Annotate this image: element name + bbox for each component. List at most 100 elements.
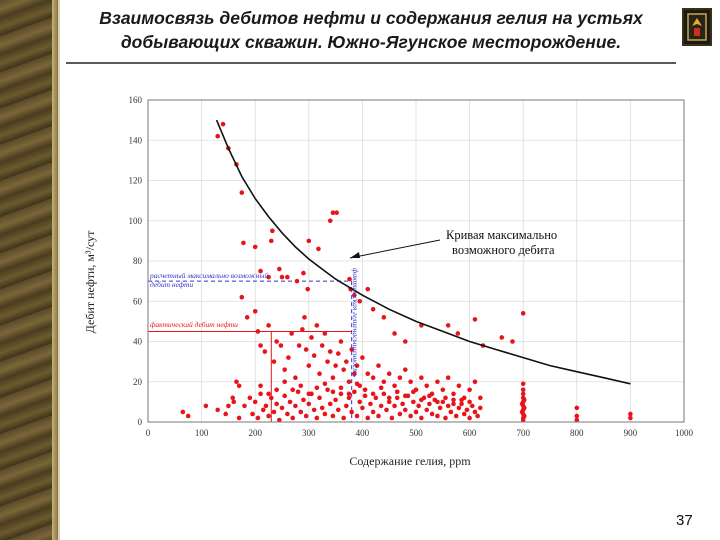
- data-point: [521, 413, 527, 419]
- data-point: [333, 397, 338, 403]
- side-divider: [58, 0, 60, 540]
- data-point: [346, 395, 352, 401]
- data-point: [381, 315, 387, 320]
- curve-label-arrow: [349, 239, 441, 259]
- data-point: [314, 323, 320, 328]
- y-tick-label: 0: [138, 417, 143, 427]
- y-tick-label: 40: [133, 337, 143, 347]
- data-point: [298, 383, 304, 389]
- data-point: [467, 387, 472, 393]
- data-point: [419, 397, 424, 403]
- data-point: [628, 415, 633, 421]
- data-point: [277, 266, 282, 272]
- data-point: [252, 309, 258, 314]
- data-point: [325, 387, 330, 393]
- chart-svg: 0 100 200 300 400 500 600 700 800 900 1000 0 20 40 60…: [70, 82, 708, 482]
- data-point: [271, 359, 277, 364]
- data-point: [440, 387, 446, 393]
- x-tick-label: 1000: [675, 428, 694, 438]
- data-point: [376, 413, 381, 419]
- y-tick-label: 100: [129, 216, 143, 226]
- data-point: [437, 405, 443, 411]
- data-point: [309, 335, 314, 340]
- data-point: [435, 413, 440, 419]
- data-point: [402, 393, 408, 399]
- data-point: [185, 413, 191, 419]
- y-tick-labels: 0 20 40 60 80 100 120 140 160: [129, 95, 143, 427]
- data-point: [327, 218, 333, 224]
- data-point: [360, 405, 365, 411]
- data-point: [445, 323, 451, 328]
- data-point: [266, 391, 271, 397]
- x-axis-label: Содержание гелия, ppm: [349, 454, 471, 468]
- data-point: [322, 381, 328, 387]
- plot-frame: [147, 99, 685, 423]
- data-point: [274, 339, 279, 344]
- data-point: [338, 391, 344, 397]
- data-point: [419, 415, 424, 421]
- data-point: [440, 399, 446, 405]
- data-point: [290, 387, 296, 393]
- data-point: [294, 278, 300, 284]
- data-point: [456, 405, 462, 411]
- data-point: [300, 327, 305, 332]
- data-point: [215, 407, 220, 413]
- data-point: [301, 270, 306, 276]
- data-point: [520, 311, 526, 316]
- data-point: [303, 347, 309, 352]
- data-point: [330, 413, 336, 419]
- data-point: [394, 395, 400, 401]
- max-flow-curve: [215, 119, 631, 385]
- data-point: [239, 190, 245, 195]
- data-point: [461, 411, 467, 417]
- data-point: [316, 246, 321, 252]
- data-point: [397, 375, 403, 381]
- data-point: [435, 379, 440, 385]
- data-point: [370, 307, 376, 312]
- x-tick-label: 600: [463, 428, 477, 438]
- data-point: [282, 393, 287, 399]
- data-point: [520, 381, 526, 387]
- title-line-2: добывающих скважин. Южно-Ягунское местор…: [120, 32, 622, 52]
- x-tick-label: 400: [356, 428, 370, 438]
- data-point: [255, 329, 261, 334]
- data-point: [289, 331, 294, 336]
- data-point: [263, 403, 269, 409]
- curve-label-line-1: Кривая максимально: [446, 228, 557, 242]
- data-point: [295, 389, 301, 395]
- x-tick-label: 700: [516, 428, 530, 438]
- data-point: [519, 401, 525, 407]
- data-point: [386, 399, 392, 405]
- data-point: [255, 415, 261, 421]
- data-point: [365, 286, 371, 292]
- data-point: [413, 409, 419, 415]
- scatter-chart: 0 100 200 300 400 500 600 700 800 900 1000 0 20 40 60…: [70, 82, 708, 482]
- data-point: [445, 375, 451, 381]
- data-point: [258, 343, 263, 348]
- data-point: [402, 407, 408, 413]
- data-point: [352, 389, 357, 395]
- data-point: [453, 413, 459, 419]
- data-point: [357, 298, 363, 304]
- data-point: [306, 238, 312, 244]
- data-point: [352, 292, 357, 298]
- data-point: [574, 413, 580, 419]
- data-point: [467, 415, 472, 421]
- data-point: [445, 403, 451, 409]
- data-point: [472, 317, 478, 322]
- data-point: [464, 407, 470, 413]
- data-point: [277, 417, 282, 423]
- y-tick-label: 20: [133, 377, 143, 387]
- data-point: [448, 409, 454, 415]
- data-point: [334, 210, 339, 215]
- data-point: [451, 391, 456, 397]
- data-point: [574, 405, 580, 411]
- data-points: [180, 121, 633, 423]
- x-tick-label: 300: [302, 428, 316, 438]
- data-point: [258, 383, 263, 389]
- data-point: [242, 403, 247, 409]
- data-point: [223, 411, 229, 417]
- data-point: [282, 367, 287, 372]
- data-point: [520, 387, 526, 393]
- data-point: [236, 415, 242, 421]
